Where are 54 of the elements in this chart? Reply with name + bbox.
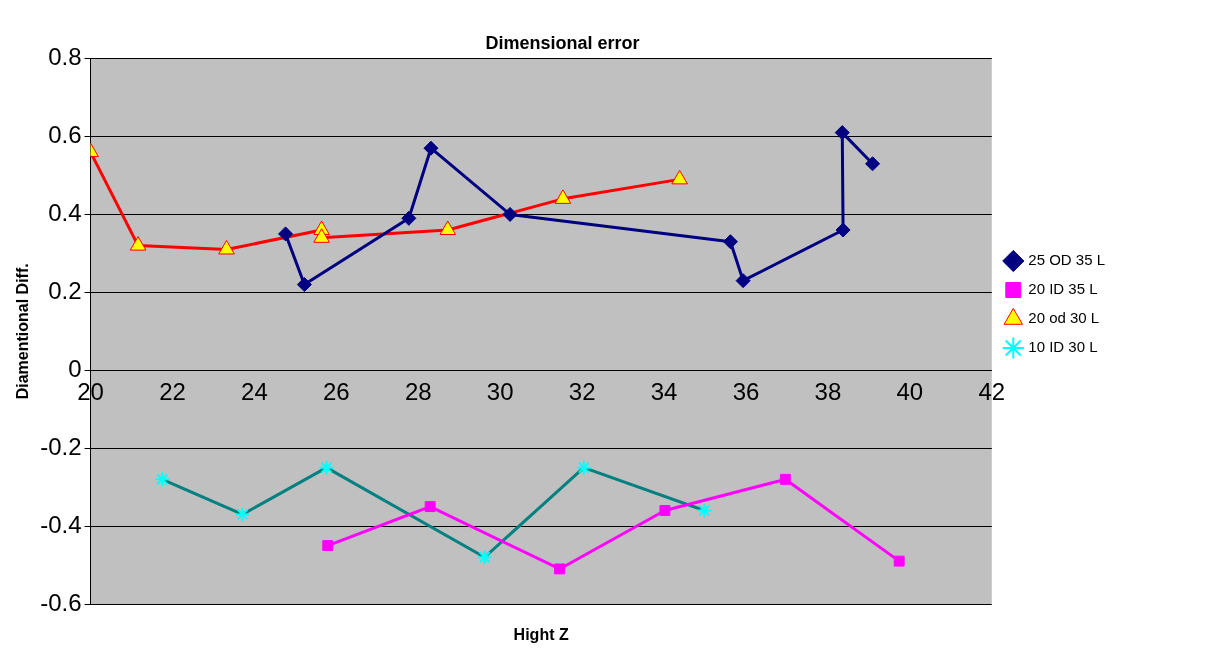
point xyxy=(318,459,335,476)
point xyxy=(696,502,713,519)
y-tick-label: -0.4 xyxy=(40,510,82,538)
point xyxy=(671,169,688,185)
point xyxy=(424,501,436,513)
point xyxy=(659,505,671,516)
point xyxy=(893,555,905,567)
x-tick-label: 32 xyxy=(568,378,596,406)
point xyxy=(278,226,294,242)
point xyxy=(575,459,592,476)
y-tick-label: 0.2 xyxy=(48,276,82,304)
point xyxy=(322,540,334,552)
x-tick-label: 30 xyxy=(486,378,514,406)
x-tick-label: 26 xyxy=(322,378,350,406)
point xyxy=(735,273,751,289)
point xyxy=(313,228,330,243)
x-tick-label: 34 xyxy=(650,378,678,406)
x-tick-label: 40 xyxy=(896,378,924,406)
y-tick-label: 0 xyxy=(68,354,82,382)
y-tick-label: -0.6 xyxy=(40,588,82,616)
point xyxy=(296,277,312,293)
point xyxy=(154,471,171,488)
point xyxy=(423,140,439,156)
point xyxy=(779,473,791,485)
x-tick-label: 24 xyxy=(241,378,268,406)
point xyxy=(835,222,851,238)
y-tick-label: 0.4 xyxy=(48,199,82,227)
point xyxy=(218,239,235,255)
x-tick-label: 42 xyxy=(978,378,1006,406)
legend-label: 25 OD 35 L xyxy=(1028,251,1105,269)
point xyxy=(554,189,572,204)
legend-label: 10 ID 30 L xyxy=(1028,338,1098,356)
point xyxy=(439,220,457,236)
point xyxy=(502,206,518,222)
y-tick-label: 0.8 xyxy=(48,43,82,71)
point xyxy=(554,563,566,575)
x-tick-label: 36 xyxy=(732,378,760,406)
legend-label: 20 od 30 L xyxy=(1028,309,1100,327)
point xyxy=(834,125,850,141)
point xyxy=(234,506,251,523)
chart-title: Dimensional error xyxy=(485,32,640,53)
x-tick-label: 38 xyxy=(814,378,842,406)
point xyxy=(476,549,493,566)
point xyxy=(722,234,738,250)
y-tick-label: 0.6 xyxy=(48,121,82,149)
legend-label: 20 ID 35 L xyxy=(1028,280,1098,298)
y-axis-title: Diamentional Diff. xyxy=(14,263,32,400)
point xyxy=(865,156,881,172)
y-tick-label: -0.2 xyxy=(40,432,82,460)
x-tick-label: 22 xyxy=(159,378,186,406)
x-axis-title: Hight Z xyxy=(513,626,569,644)
point xyxy=(401,210,417,226)
x-tick-label: 28 xyxy=(404,378,432,406)
point xyxy=(129,236,147,251)
